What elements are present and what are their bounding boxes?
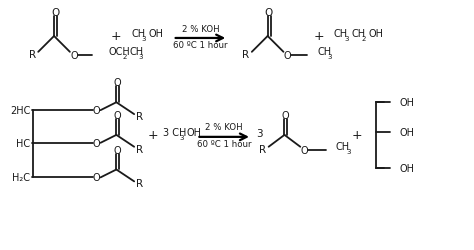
Text: O: O: [264, 8, 273, 18]
Text: 2 % KOH: 2 % KOH: [182, 24, 219, 34]
Text: +: +: [351, 129, 362, 142]
Text: 3: 3: [346, 148, 351, 154]
Text: O: O: [70, 50, 78, 60]
Text: 3: 3: [345, 36, 349, 42]
Text: O: O: [282, 111, 289, 120]
Text: 2: 2: [122, 54, 127, 60]
Text: R: R: [136, 144, 143, 154]
Text: R: R: [136, 112, 143, 122]
Text: OCH: OCH: [109, 47, 130, 56]
Text: CH: CH: [334, 29, 348, 39]
Text: O: O: [51, 8, 59, 18]
Text: 2 % KOH: 2 % KOH: [205, 123, 243, 132]
Text: CH: CH: [317, 47, 331, 56]
Text: +: +: [147, 129, 158, 142]
Text: OH: OH: [368, 29, 383, 39]
Text: +: +: [314, 30, 324, 43]
Text: O: O: [93, 106, 100, 116]
Text: R: R: [136, 179, 143, 188]
Text: HC: HC: [16, 138, 30, 148]
Text: H₂C: H₂C: [12, 173, 30, 183]
Text: O: O: [114, 78, 121, 88]
Text: 3: 3: [256, 128, 263, 138]
Text: O: O: [283, 50, 291, 60]
Text: OH: OH: [399, 163, 414, 173]
Text: CH: CH: [129, 47, 143, 56]
Text: O: O: [114, 145, 121, 155]
Text: O: O: [93, 138, 100, 148]
Text: R: R: [242, 50, 249, 59]
Text: OH: OH: [187, 128, 201, 137]
Text: 60 ºC 1 hour: 60 ºC 1 hour: [173, 41, 228, 50]
Text: OH: OH: [149, 29, 164, 39]
Text: OH: OH: [399, 128, 414, 137]
Text: CH: CH: [336, 141, 350, 151]
Text: R: R: [259, 144, 266, 154]
Text: 3: 3: [179, 134, 184, 140]
Text: 2HC: 2HC: [10, 106, 30, 116]
Text: 3: 3: [142, 36, 146, 42]
Text: 3 CH: 3 CH: [163, 128, 186, 137]
Text: CH: CH: [131, 29, 146, 39]
Text: 2: 2: [361, 36, 366, 42]
Text: O: O: [301, 145, 308, 155]
Text: O: O: [114, 111, 121, 120]
Text: 3: 3: [328, 54, 332, 60]
Text: CH: CH: [352, 29, 366, 39]
Text: +: +: [111, 30, 122, 43]
Text: R: R: [29, 50, 36, 59]
Text: 3: 3: [139, 54, 143, 60]
Text: 60 ºC 1 hour: 60 ºC 1 hour: [197, 140, 251, 149]
Text: O: O: [93, 173, 100, 183]
Text: OH: OH: [399, 98, 414, 108]
